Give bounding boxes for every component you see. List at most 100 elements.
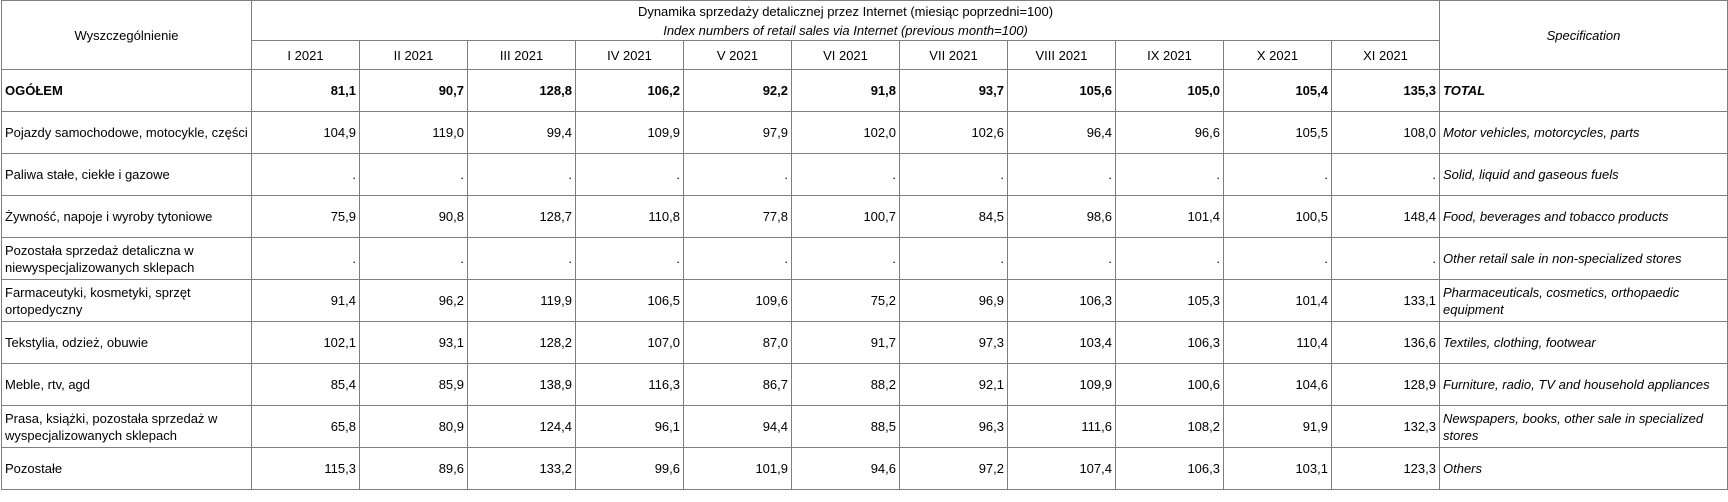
table-cell-value: 110,4 [1223,321,1332,364]
table-cell-value: 96,2 [359,279,468,322]
table-cell-value: . [359,153,468,196]
table-cell-value: . [1223,153,1332,196]
table-cell-value: 102,0 [791,111,900,154]
table-cell-value: 107,0 [575,321,684,364]
table-row: Pozostałe 115,3 89,6 133,2 99,6 101,9 94,6 97,2… [1,447,1728,490]
table-cell-value: . [791,153,900,196]
table-cell-value: . [359,237,468,280]
table-cell-value: 94,6 [791,447,900,490]
table-cell-value: 75,9 [251,195,360,238]
table-cell-value: . [467,153,576,196]
table-cell-value: 128,9 [1331,363,1440,406]
table-cell-value: 85,4 [251,363,360,406]
header-specification-pl: Wyszczególnienie [1,0,252,70]
table-cell-value: 101,4 [1223,279,1332,322]
table-cell-value: 105,6 [1007,69,1116,112]
row-label-pl: Pojazdy samochodowe, motocykle, części [1,111,252,154]
row-label-pl: Pozostała sprzedaż detaliczna w niewyspe… [1,237,252,280]
table-cell-value: 77,8 [683,195,792,238]
table-cell-value: 138,9 [467,363,576,406]
row-label-en: Other retail sale in non-specialized sto… [1439,237,1728,280]
table-cell-value: 102,6 [899,111,1008,154]
table-cell-value: 135,3 [1331,69,1440,112]
table-cell-value: 124,4 [467,405,576,448]
table-cell-value: 91,4 [251,279,360,322]
table-cell-value: 105,5 [1223,111,1332,154]
table-cell-value: 96,4 [1007,111,1116,154]
table-cell-value: 97,3 [899,321,1008,364]
table-cell-value: 128,7 [467,195,576,238]
table-cell-value: 111,6 [1007,405,1116,448]
month-header-row: I 2021 II 2021 III 2021 IV 2021 V 2021 VI 202… [2,40,1728,70]
row-label-en: Textiles, clothing, footwear [1439,321,1728,364]
table-cell-value: 87,0 [683,321,792,364]
row-label-pl: Prasa, książki, pozostała sprzedaż w wys… [1,405,252,448]
table-cell-value: 93,1 [359,321,468,364]
table-cell-value: 98,6 [1007,195,1116,238]
table-cell-value: 97,2 [899,447,1008,490]
table-cell-value: 106,5 [575,279,684,322]
table-cell-value: . [1007,237,1116,280]
table-cell-value: 115,3 [251,447,360,490]
month-header: X 2021 [1223,40,1332,70]
month-header: V 2021 [683,40,792,70]
table-cell-value: 81,1 [251,69,360,112]
table-cell-value: . [251,237,360,280]
table-cell-value: 136,6 [1331,321,1440,364]
table-cell-value: 101,4 [1115,195,1224,238]
row-label-en: Furniture, radio, TV and household appli… [1439,363,1728,406]
table-cell-value: 91,9 [1223,405,1332,448]
row-label-pl: Pozostałe [1,447,252,490]
table-row: Żywność, napoje i wyroby tytoniowe 75,9 90… [1,195,1728,238]
table-cell-value: 109,6 [683,279,792,322]
table-cell-value: . [683,153,792,196]
row-label-en: Newspapers, books, other sale in special… [1439,405,1728,448]
table-row: Pojazdy samochodowe, motocykle, części 10… [1,111,1728,154]
table-cell-value: 132,3 [1331,405,1440,448]
month-header: VII 2021 [899,40,1008,70]
table-row: Paliwa stałe, ciekłe i gazowe...........… [1,153,1728,196]
table-cell-value: 128,2 [467,321,576,364]
table-cell-value: 105,0 [1115,69,1224,112]
table-cell-value: . [1115,237,1224,280]
table-row: Meble, rtv, agd 85,4 85,9 138,9 116,3 86,7 88,… [1,363,1728,406]
table-cell-value: . [1331,153,1440,196]
table-cell-value: 105,3 [1115,279,1224,322]
table-cell-value: 90,8 [359,195,468,238]
table-cell-value: 108,0 [1331,111,1440,154]
table-row: Prasa, książki, pozostała sprzedaż w wys… [1,405,1728,448]
table-cell-value: . [899,153,1008,196]
table-subtitle: Index numbers of retail sales via Intern… [251,21,1440,41]
month-header: VIII 2021 [1007,40,1116,70]
table-cell-value: . [683,237,792,280]
month-header: XI 2021 [1331,40,1440,70]
row-label-pl: Paliwa stałe, ciekłe i gazowe [1,153,252,196]
table-cell-value: 128,8 [467,69,576,112]
month-header: I 2021 [251,40,360,70]
table-row: Tekstylia, odzież, obuwie 102,1 93,1 128,2 1… [1,321,1728,364]
table-body: OGÓŁEM 81,1 90,7 128,8 106,2 92,2 91,8 93,7 105,… [1,69,1728,490]
table-cell-value: 106,3 [1115,447,1224,490]
table-cell-value: 88,2 [791,363,900,406]
table-cell-value: 97,9 [683,111,792,154]
table-cell-value: . [575,153,684,196]
table-cell-value: 65,8 [251,405,360,448]
table-cell-value: 75,2 [791,279,900,322]
table-cell-value: . [1115,153,1224,196]
table-cell-value: 94,4 [683,405,792,448]
table-cell-value: 99,6 [575,447,684,490]
table-cell-value: 105,4 [1223,69,1332,112]
row-label-en: Solid, liquid and gaseous fuels [1439,153,1728,196]
table-cell-value: 104,6 [1223,363,1332,406]
table-cell-value: . [1223,237,1332,280]
table-cell-value: 88,5 [791,405,900,448]
table-cell-value: . [251,153,360,196]
table-title: Dynamika sprzedaży detalicznej przez Int… [251,0,1440,21]
table-row: Farmaceutyki, kosmetyki, sprzęt ortopedy… [1,279,1728,322]
table-cell-value: . [467,237,576,280]
table-cell-value: 102,1 [251,321,360,364]
table-cell-value: 90,7 [359,69,468,112]
table-cell-value: . [791,237,900,280]
table-cell-value: 100,5 [1223,195,1332,238]
row-label-en: TOTAL [1439,69,1728,112]
